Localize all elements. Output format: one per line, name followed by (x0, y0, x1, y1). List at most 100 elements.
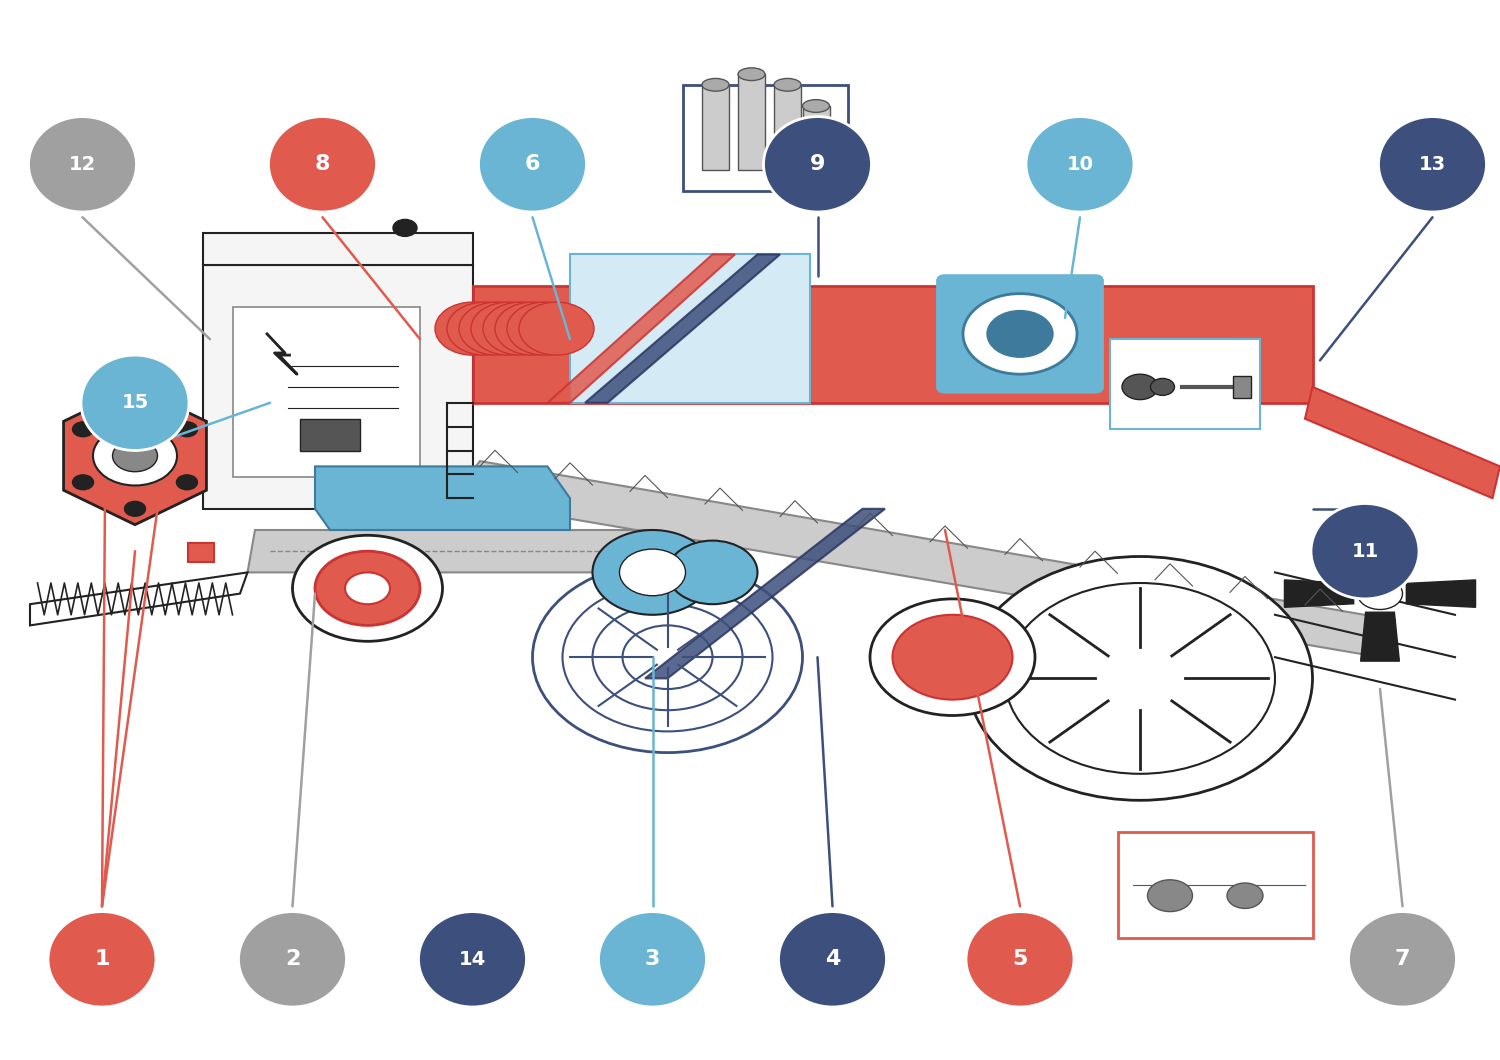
Polygon shape (30, 572, 248, 625)
Ellipse shape (764, 117, 871, 212)
Polygon shape (1305, 387, 1500, 498)
Ellipse shape (738, 68, 765, 81)
Circle shape (1148, 880, 1192, 912)
Polygon shape (1360, 613, 1400, 661)
FancyBboxPatch shape (802, 106, 830, 170)
Polygon shape (548, 254, 735, 403)
Ellipse shape (1026, 117, 1134, 212)
Circle shape (495, 302, 570, 355)
Polygon shape (1360, 526, 1400, 575)
Text: 13: 13 (1419, 155, 1446, 174)
Circle shape (1150, 378, 1174, 395)
Circle shape (870, 599, 1035, 716)
Polygon shape (450, 461, 1395, 657)
Circle shape (507, 302, 582, 355)
Ellipse shape (478, 117, 586, 212)
Circle shape (620, 549, 686, 596)
Text: 14: 14 (459, 950, 486, 969)
Circle shape (435, 302, 510, 355)
Circle shape (1122, 374, 1158, 400)
Circle shape (532, 562, 802, 753)
Text: 5: 5 (1013, 950, 1028, 969)
FancyBboxPatch shape (682, 85, 847, 191)
Ellipse shape (702, 78, 729, 91)
Ellipse shape (774, 78, 801, 91)
Ellipse shape (1348, 912, 1456, 1007)
Text: 9: 9 (810, 155, 825, 174)
Circle shape (892, 615, 1013, 700)
Text: 6: 6 (525, 155, 540, 174)
Ellipse shape (28, 117, 136, 212)
Circle shape (177, 422, 198, 437)
Ellipse shape (1311, 504, 1419, 599)
Ellipse shape (966, 912, 1074, 1007)
Text: 4: 4 (825, 950, 840, 969)
Polygon shape (645, 509, 885, 678)
Polygon shape (248, 530, 652, 572)
Ellipse shape (1378, 117, 1486, 212)
Circle shape (1358, 578, 1402, 610)
Circle shape (393, 219, 417, 236)
Polygon shape (1284, 580, 1353, 607)
Text: 10: 10 (1066, 155, 1094, 174)
Circle shape (292, 535, 442, 641)
Circle shape (987, 311, 1053, 357)
Text: 12: 12 (69, 155, 96, 174)
Text: 7: 7 (1395, 950, 1410, 969)
Circle shape (124, 501, 146, 516)
Ellipse shape (598, 912, 706, 1007)
Circle shape (93, 426, 177, 485)
FancyBboxPatch shape (300, 419, 360, 450)
FancyBboxPatch shape (188, 543, 214, 562)
Polygon shape (315, 466, 570, 530)
FancyBboxPatch shape (702, 85, 729, 170)
Text: 11: 11 (1352, 542, 1378, 561)
Circle shape (483, 302, 558, 355)
Circle shape (471, 302, 546, 355)
Circle shape (968, 556, 1312, 800)
Circle shape (562, 583, 772, 731)
Ellipse shape (802, 100, 830, 112)
FancyBboxPatch shape (938, 276, 1102, 392)
FancyBboxPatch shape (202, 265, 472, 509)
Ellipse shape (238, 912, 346, 1007)
Polygon shape (202, 233, 472, 265)
Text: 8: 8 (315, 155, 330, 174)
Circle shape (177, 475, 198, 490)
Ellipse shape (81, 355, 189, 450)
Circle shape (592, 604, 742, 710)
Text: 1: 1 (94, 950, 110, 969)
FancyBboxPatch shape (1118, 832, 1312, 938)
Circle shape (1005, 583, 1275, 774)
Polygon shape (570, 254, 810, 403)
Circle shape (1227, 883, 1263, 908)
Circle shape (72, 475, 93, 490)
FancyBboxPatch shape (774, 85, 801, 170)
Circle shape (519, 302, 594, 355)
Circle shape (668, 541, 758, 604)
FancyBboxPatch shape (1110, 339, 1260, 429)
Text: 3: 3 (645, 950, 660, 969)
Polygon shape (1407, 580, 1476, 607)
Circle shape (112, 440, 158, 472)
FancyBboxPatch shape (1233, 376, 1251, 398)
Circle shape (72, 422, 93, 437)
Circle shape (315, 551, 420, 625)
FancyBboxPatch shape (738, 74, 765, 170)
Text: 2: 2 (285, 950, 300, 969)
Polygon shape (63, 387, 207, 525)
Ellipse shape (268, 117, 376, 212)
Circle shape (622, 625, 712, 689)
Circle shape (963, 294, 1077, 374)
Circle shape (447, 302, 522, 355)
Circle shape (345, 572, 390, 604)
Ellipse shape (778, 912, 886, 1007)
Circle shape (124, 395, 146, 410)
Circle shape (592, 530, 712, 615)
Text: 15: 15 (122, 393, 148, 412)
FancyBboxPatch shape (472, 286, 1312, 403)
FancyBboxPatch shape (232, 307, 420, 477)
Ellipse shape (48, 912, 156, 1007)
Polygon shape (585, 254, 780, 403)
Ellipse shape (419, 912, 526, 1007)
